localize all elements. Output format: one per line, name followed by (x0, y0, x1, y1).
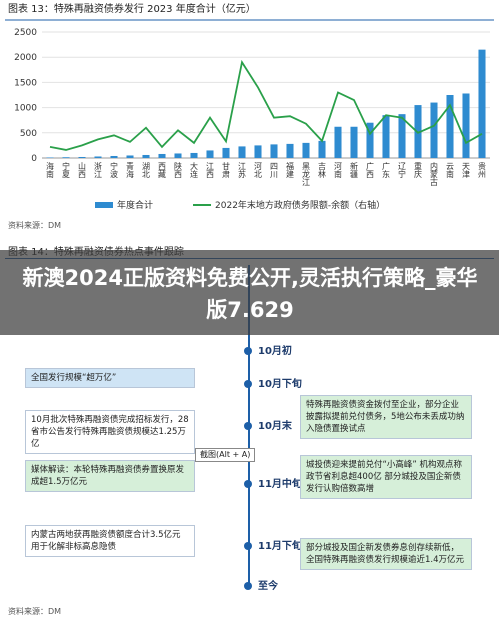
bar (270, 144, 278, 158)
bar (366, 122, 374, 158)
x-tick-label: 黑龙江 (302, 162, 311, 187)
dot (244, 582, 252, 590)
date-label: 10月初 (258, 346, 292, 357)
x-tick-label: 宁夏 (62, 161, 71, 178)
x-tick-label: 吉林 (318, 162, 327, 179)
x-tick-label: 山西 (78, 161, 87, 179)
bar (382, 115, 390, 158)
x-tick-label: 青海 (126, 161, 135, 179)
event-box: 媒体解读：本轮特殊再融资债券置换原发成超1.5万亿元 (25, 460, 195, 492)
date-label: 10月末 (258, 421, 292, 432)
dot (244, 347, 252, 355)
event-box: 城投债迎来提前兑付“小高峰” 机构观点称政节省利息超400亿 部分城投及国企新债… (300, 455, 472, 499)
event-box: 内蒙古两地获再融资债额度合计3.5亿元用于化解非标高息隐债 (25, 525, 195, 557)
bar (302, 142, 310, 158)
y-tick-label: 2500 (14, 28, 37, 38)
bar (398, 114, 406, 158)
x-tick-label: 重庆 (414, 161, 423, 179)
x-tick-label: 河北 (254, 161, 263, 179)
x-tick-label: 江苏 (238, 162, 247, 179)
x-tick-label: 四川 (270, 162, 279, 178)
x-tick-label: 广东 (382, 161, 391, 178)
x-tick-label: 湖北 (142, 162, 151, 179)
x-tick-label: 辽宁 (398, 162, 407, 178)
legend-label: 2022年末地方政府债务限额-余额（右轴） (215, 199, 385, 211)
x-tick-label: 天津 (462, 162, 471, 179)
x-tick-label: 福建 (286, 162, 295, 179)
bar (286, 143, 294, 158)
bar (206, 150, 214, 158)
chart-title: 图表 13：特殊再融资债券发行 2023 年度合计（亿元） (8, 2, 256, 15)
banner-bg (0, 250, 499, 335)
x-tick-label: 江西 (206, 162, 215, 179)
tooltip: 截图(Alt + A) (195, 448, 256, 462)
y-tick-label: 0 (31, 154, 37, 164)
bar (62, 157, 70, 158)
event-box: 部分城投及国企新发债券息创存续新低，全国特殊再融资债发行规模逾近1.4万亿元 (300, 538, 472, 570)
x-tick-label: 海南 (46, 161, 55, 178)
event-box: 10月批次特殊再融资债完成招标发行，28省市公告发行特殊再融资债规模达1.25万… (25, 410, 195, 454)
x-tick-label: 广西 (366, 161, 375, 179)
date-label: 至今 (258, 581, 278, 592)
chart: 图表 13：特殊再融资债券发行 2023 年度合计（亿元） 资料来源：DM 0 5… (5, 2, 494, 230)
event-box: 特殊再融资债资金拨付至企业，部分企业披露拟提前兑付债务，5地公布未丢成功纳入隐债… (300, 395, 472, 439)
legend-swatch (95, 202, 113, 208)
x-tick-label: 贵州 (478, 161, 487, 178)
x-tick-label: 云南 (446, 162, 455, 178)
bar (254, 145, 262, 158)
dot (244, 422, 252, 430)
x-tick-label: 西藏 (158, 162, 167, 179)
bar (46, 157, 54, 158)
bar (110, 155, 118, 158)
x-tick-label: 浙江 (94, 161, 103, 179)
date-label: 11月中旬 (258, 479, 302, 490)
bar (430, 102, 438, 158)
line (49, 59, 483, 151)
x-tick-label: 新疆 (350, 161, 359, 179)
dot (244, 380, 252, 388)
bar (462, 93, 470, 158)
dot (244, 480, 252, 488)
y-tick-label: 500 (20, 129, 37, 139)
bar (78, 156, 86, 158)
bar (334, 126, 342, 158)
bar (126, 155, 134, 158)
bar (318, 140, 326, 158)
y-tick-label: 1500 (14, 78, 37, 88)
dot (244, 542, 252, 550)
bar (190, 152, 198, 158)
x-tick-label: 内蒙古 (430, 161, 439, 187)
source: 资料来源：DM (8, 607, 62, 616)
bar (142, 154, 150, 158)
y-tick-label: 2000 (14, 53, 37, 63)
x-tick-label: 大连 (190, 161, 199, 179)
bar (174, 153, 182, 158)
bar (478, 49, 486, 158)
x-tick-label: 宁波 (110, 161, 119, 179)
x-tick-label: 陕西 (174, 161, 183, 179)
bar (238, 146, 246, 158)
bar (414, 105, 422, 158)
y-tick-label: 1000 (14, 104, 37, 114)
bar (222, 147, 230, 158)
date-label: 11月下旬 (258, 541, 302, 552)
legend-label: 年度合计 (117, 199, 153, 211)
bar (446, 95, 454, 158)
bar (94, 156, 102, 158)
date-label: 10月下旬 (258, 379, 302, 390)
event-box: 全国发行规模“超万亿” (25, 368, 195, 388)
x-tick-label: 河南 (334, 161, 343, 178)
bar (350, 126, 358, 158)
banner: 新澳2024正版资料免费公开,灵活执行策略_豪华版7.629 (22, 266, 478, 322)
bar (158, 153, 166, 158)
source: 资料来源：DM (8, 220, 61, 230)
x-tick-label: 甘肃 (222, 161, 231, 179)
